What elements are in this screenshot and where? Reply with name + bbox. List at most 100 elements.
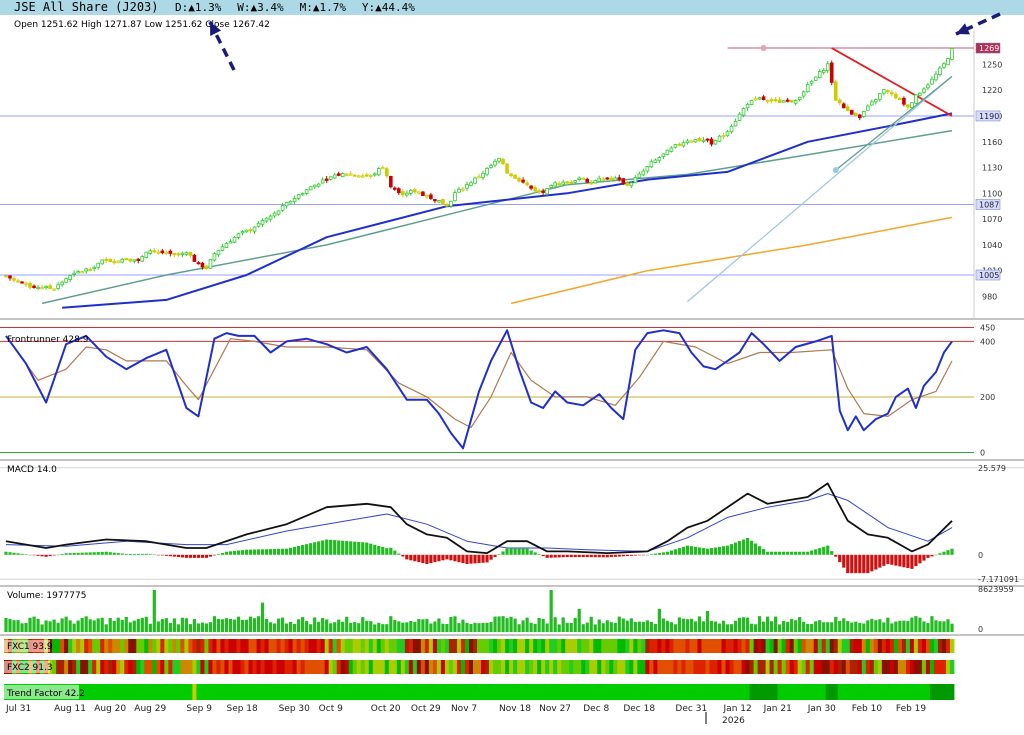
volume-bar xyxy=(721,620,726,632)
heat-cell xyxy=(737,660,742,674)
volume-bar xyxy=(108,617,112,632)
heat-cell xyxy=(933,660,939,674)
heat-cell xyxy=(553,660,558,674)
osc-tick-400: 400 xyxy=(980,337,995,346)
macd-label: MACD 14.0 xyxy=(7,465,57,475)
heat-cell xyxy=(160,684,165,700)
macd-hist-bar xyxy=(260,549,265,555)
heat-cell xyxy=(877,660,883,674)
volume-bar xyxy=(729,624,734,632)
macd-hist-bar xyxy=(537,554,541,555)
volume-bar xyxy=(950,623,954,632)
heat-cell xyxy=(432,684,438,700)
macd-hist-bar xyxy=(898,554,902,567)
candle-body xyxy=(232,236,237,243)
volume-bar xyxy=(329,623,333,632)
heat-cell xyxy=(745,684,750,700)
heat-cell xyxy=(356,660,362,674)
volume-bar xyxy=(40,624,44,632)
heat-cell xyxy=(196,684,201,700)
macd-hist-bar xyxy=(541,554,545,557)
heat-cell xyxy=(653,639,658,653)
macd-hist-bar xyxy=(946,550,950,555)
heat-cell xyxy=(216,660,221,674)
heat-cell xyxy=(657,684,662,700)
heat-cell xyxy=(641,639,646,653)
volume-bar xyxy=(473,622,477,632)
x-axis: Jul 31 Aug 11 Aug 20 Aug 29 Sep 9 Sep 18 Sep 3… xyxy=(5,704,926,726)
candle-body xyxy=(549,184,553,188)
volume-bar xyxy=(589,616,593,632)
macd-hist-bar xyxy=(681,546,686,555)
volume-bar xyxy=(830,622,834,632)
candle-body xyxy=(685,140,690,144)
candle-body xyxy=(360,175,365,178)
candle-body xyxy=(773,99,778,102)
heat-cell xyxy=(525,639,530,653)
heat-cell xyxy=(737,639,742,653)
heat-cell xyxy=(312,639,318,653)
candle-body xyxy=(364,174,369,177)
heat-cell xyxy=(721,639,726,653)
macd-hist-bar xyxy=(32,554,36,556)
volume-bar xyxy=(485,622,489,632)
heat-cell xyxy=(681,684,686,700)
heat-cell xyxy=(392,684,398,700)
macd-hist-bar xyxy=(172,554,176,557)
heat-cell xyxy=(468,660,474,674)
heat-cell xyxy=(541,660,546,674)
candle-body xyxy=(44,285,48,289)
heat-cell xyxy=(645,660,650,674)
candle-body xyxy=(813,76,818,81)
candle-body xyxy=(288,200,293,204)
heat-cell xyxy=(589,639,594,653)
macd-hist-bar xyxy=(673,549,678,555)
heat-cell xyxy=(356,639,362,653)
heat-cell xyxy=(268,639,273,653)
candle-body xyxy=(204,265,209,269)
macd-hist-bar xyxy=(8,552,12,555)
volume-bar xyxy=(561,617,565,632)
volume-bar xyxy=(541,618,545,632)
macd-hist-bar xyxy=(481,554,485,563)
macd-hist-bar xyxy=(661,552,665,555)
volume-bar xyxy=(673,624,678,632)
osc-signal-line xyxy=(5,335,953,429)
heat-cell xyxy=(452,684,458,700)
candle-body xyxy=(380,167,385,170)
heat-cell xyxy=(420,660,426,674)
heat-cell xyxy=(721,684,726,700)
macd-hist-bar xyxy=(188,554,192,558)
macd-hist-bar xyxy=(56,554,60,556)
heat-cell xyxy=(801,684,807,700)
heat-cell xyxy=(68,639,73,653)
heat-cell xyxy=(897,684,903,700)
volume-bar xyxy=(293,623,297,632)
macd-hist-bar xyxy=(24,554,28,555)
y-tick-980: 980 xyxy=(982,293,997,302)
macd-hist-bar xyxy=(425,554,429,564)
heat-cell xyxy=(200,639,205,653)
volume-bar xyxy=(810,623,814,632)
volume-bar xyxy=(156,621,160,632)
candle-body xyxy=(144,251,149,258)
heat-cell xyxy=(276,639,281,653)
heat-cell xyxy=(761,639,767,653)
heat-cell xyxy=(192,639,197,653)
heat-cell xyxy=(288,684,294,700)
candle-body xyxy=(200,262,205,268)
volume-bar xyxy=(665,620,669,632)
heat-cell xyxy=(116,660,121,674)
heat-cell xyxy=(689,639,694,653)
heat-cell xyxy=(577,639,582,653)
candle-body xyxy=(340,173,345,178)
volume-bar xyxy=(757,616,762,632)
macd-hist-bar xyxy=(40,554,44,557)
volume-bar xyxy=(68,620,72,632)
macd-hist-bar xyxy=(866,554,870,574)
x-tick-label: Sep 9 xyxy=(186,704,212,714)
heat-cell xyxy=(348,660,354,674)
candle-body xyxy=(701,139,706,142)
heat-cell xyxy=(380,684,386,700)
